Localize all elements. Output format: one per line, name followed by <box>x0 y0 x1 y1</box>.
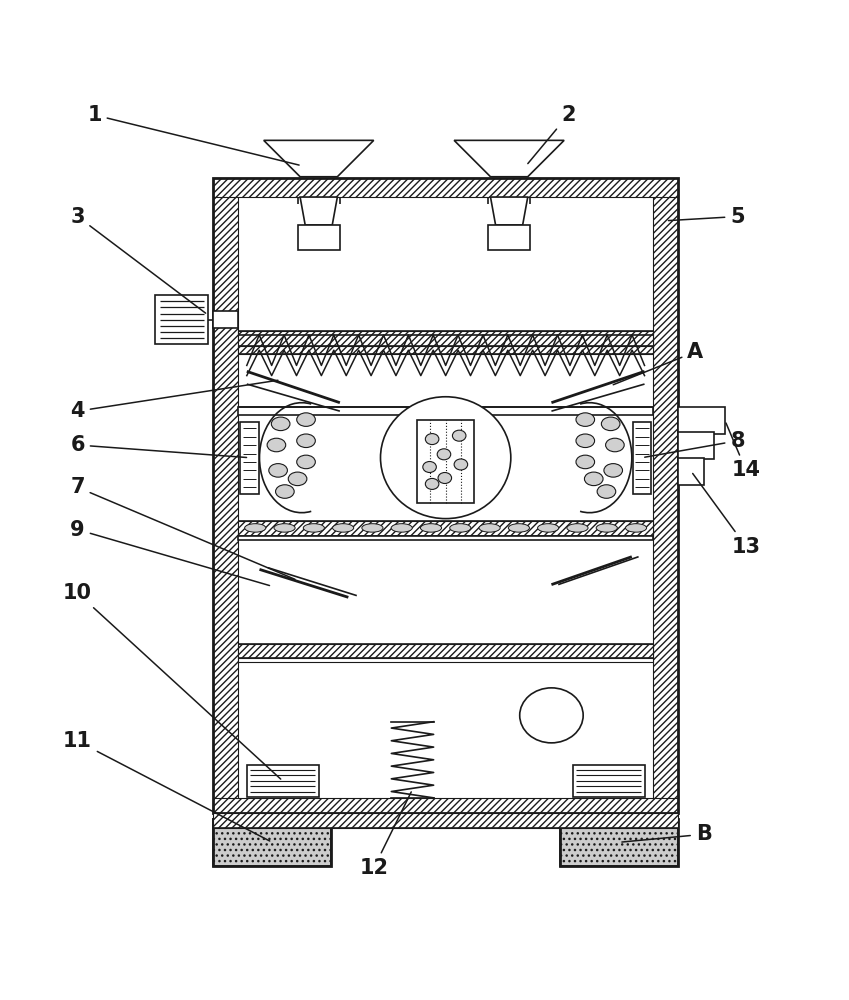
Polygon shape <box>264 140 374 177</box>
Text: 10: 10 <box>63 583 281 779</box>
Bar <box>239 407 653 415</box>
Bar <box>239 536 653 540</box>
Text: 7: 7 <box>70 477 295 579</box>
Bar <box>239 521 653 536</box>
Text: 13: 13 <box>693 473 761 557</box>
Ellipse shape <box>276 485 295 498</box>
Ellipse shape <box>520 688 583 743</box>
Polygon shape <box>454 140 564 177</box>
Ellipse shape <box>425 478 439 489</box>
Ellipse shape <box>289 472 306 486</box>
Ellipse shape <box>509 524 530 532</box>
Ellipse shape <box>626 524 647 532</box>
Ellipse shape <box>576 455 594 469</box>
Ellipse shape <box>267 438 286 452</box>
Ellipse shape <box>453 430 466 441</box>
Ellipse shape <box>584 472 603 486</box>
Text: 4: 4 <box>70 380 278 421</box>
Bar <box>213 311 239 328</box>
Ellipse shape <box>450 524 471 532</box>
Ellipse shape <box>604 464 622 477</box>
Bar <box>633 422 651 494</box>
Ellipse shape <box>597 485 616 498</box>
Ellipse shape <box>303 524 324 532</box>
Polygon shape <box>491 197 528 225</box>
Bar <box>572 765 644 797</box>
Ellipse shape <box>596 524 617 532</box>
Ellipse shape <box>605 438 624 452</box>
Bar <box>213 178 239 813</box>
Bar <box>239 331 653 346</box>
Text: 12: 12 <box>359 792 411 878</box>
Polygon shape <box>300 197 337 225</box>
Bar <box>239 346 653 354</box>
Bar <box>297 225 340 250</box>
Ellipse shape <box>479 524 500 532</box>
Ellipse shape <box>272 417 290 431</box>
Ellipse shape <box>333 524 354 532</box>
Bar <box>417 420 475 503</box>
Bar <box>213 178 678 813</box>
Ellipse shape <box>437 449 451 460</box>
Bar <box>653 178 678 813</box>
Bar <box>678 407 725 434</box>
Ellipse shape <box>274 524 295 532</box>
Ellipse shape <box>576 434 594 448</box>
Ellipse shape <box>391 524 413 532</box>
Ellipse shape <box>601 417 620 431</box>
Ellipse shape <box>296 413 315 426</box>
Bar <box>559 819 678 866</box>
Text: 6: 6 <box>70 435 246 457</box>
Bar <box>213 819 331 866</box>
Ellipse shape <box>567 524 588 532</box>
Bar <box>247 765 318 797</box>
Bar <box>213 819 331 866</box>
Ellipse shape <box>438 472 452 483</box>
Ellipse shape <box>245 524 266 532</box>
Bar <box>488 225 531 250</box>
Text: 8: 8 <box>644 431 745 457</box>
Bar <box>559 819 678 866</box>
Ellipse shape <box>296 434 315 448</box>
Text: B: B <box>622 824 711 844</box>
Ellipse shape <box>296 455 315 469</box>
Ellipse shape <box>380 397 511 519</box>
Text: 9: 9 <box>70 520 269 586</box>
Text: 11: 11 <box>63 731 270 841</box>
Text: 3: 3 <box>70 207 205 313</box>
Bar <box>678 458 704 485</box>
Text: 5: 5 <box>668 207 745 227</box>
Ellipse shape <box>423 461 436 472</box>
Bar <box>213 178 678 197</box>
Ellipse shape <box>537 524 559 532</box>
Bar <box>240 422 259 494</box>
Ellipse shape <box>362 524 383 532</box>
Ellipse shape <box>269 464 288 477</box>
Bar <box>678 432 714 459</box>
Ellipse shape <box>576 413 594 426</box>
Bar <box>213 813 678 828</box>
Ellipse shape <box>425 434 439 445</box>
Text: 14: 14 <box>726 423 761 480</box>
Text: 1: 1 <box>87 105 299 165</box>
Bar <box>239 658 653 662</box>
Bar <box>155 295 208 344</box>
Text: 2: 2 <box>528 105 576 164</box>
Bar <box>239 644 653 658</box>
Text: A: A <box>613 342 703 385</box>
Ellipse shape <box>454 459 468 470</box>
Ellipse shape <box>420 524 441 532</box>
Bar <box>213 798 678 813</box>
